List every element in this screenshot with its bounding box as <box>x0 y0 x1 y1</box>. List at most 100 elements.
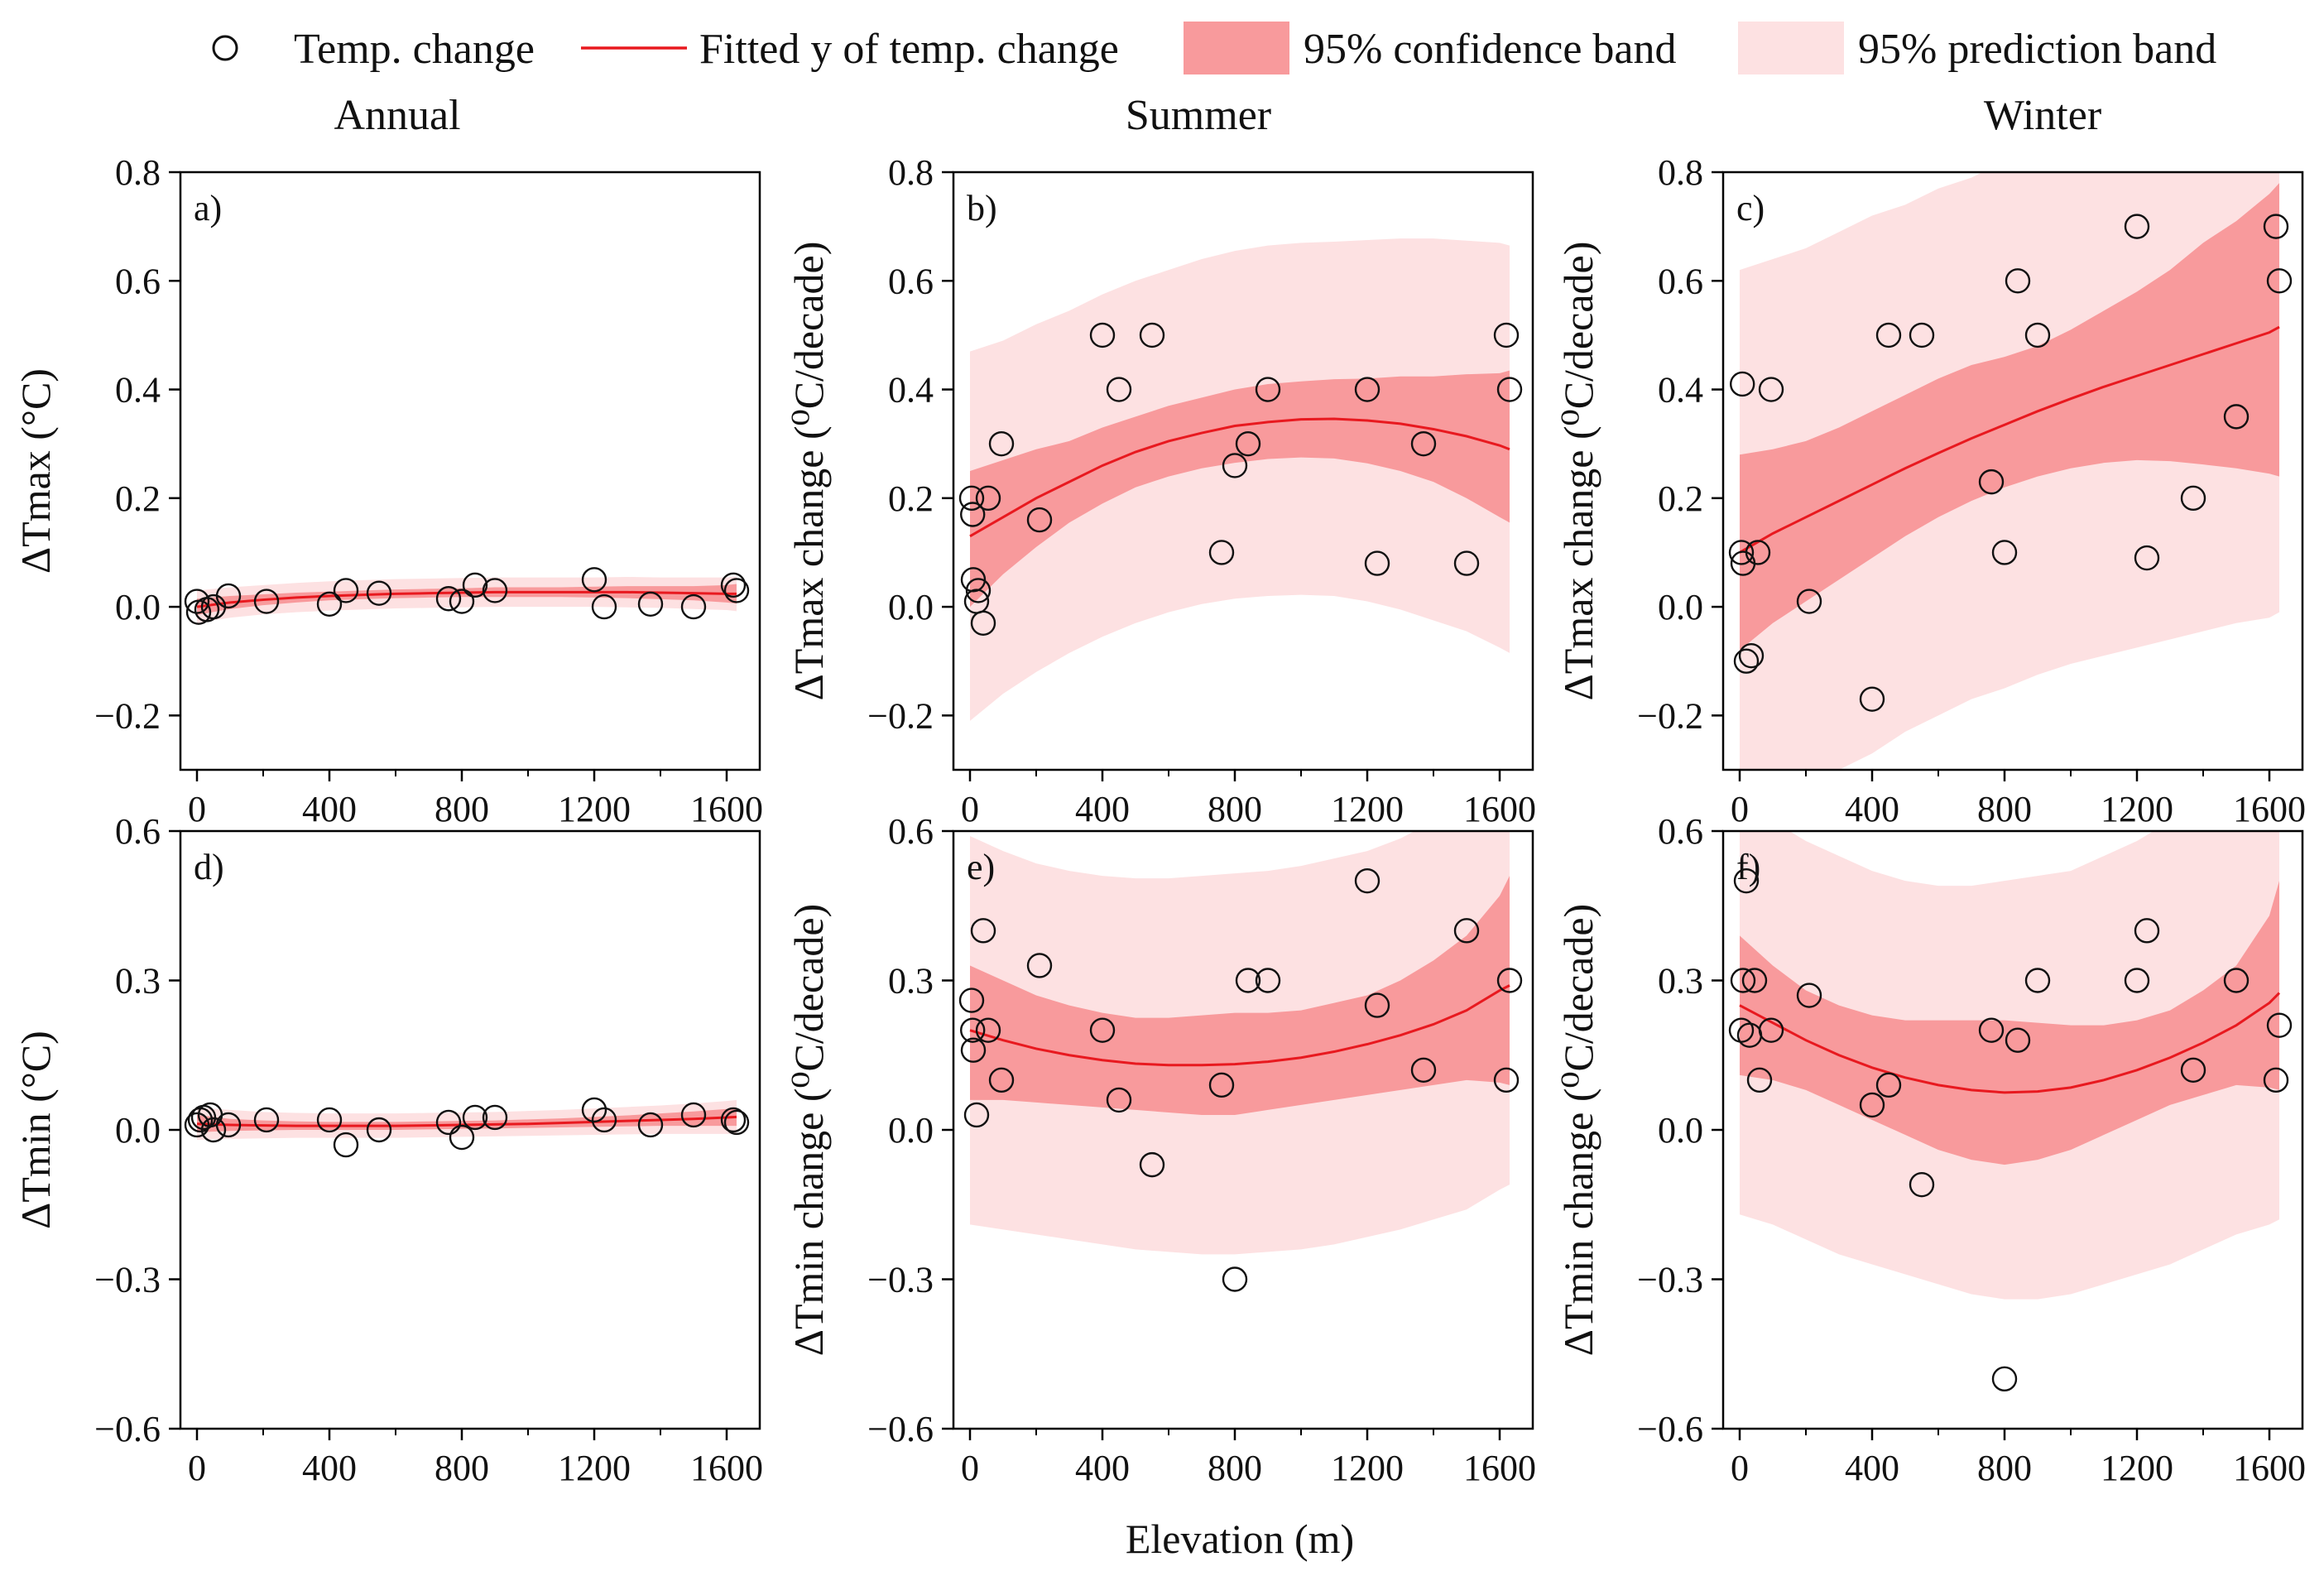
panel-a-x-tick-label-1: 400 <box>302 789 357 829</box>
panel-c-point-16 <box>2134 545 2160 571</box>
panel-f-fit-line <box>1739 992 2281 1094</box>
panel-c-point-9 <box>1875 322 1902 348</box>
panel-d-y-axis-title: ΔTmin (°C) <box>12 1031 59 1229</box>
panel-f-point-1 <box>1730 968 1756 993</box>
panel-a-fit-line <box>196 590 737 608</box>
panel-e-point-14 <box>1255 968 1281 993</box>
panel-d-point-7 <box>316 1107 343 1133</box>
panel-c-label: c) <box>1736 188 1765 228</box>
panel-d-y-tick-label-4: 0.6 <box>115 811 161 852</box>
panel-b: 0 400 800 1200 1600 −0.2 0.0 0.2 0.4 0.6 0.8 b) ΔTma… <box>785 152 1536 829</box>
panel-a-point-6 <box>316 591 343 618</box>
panel-b-y-tick-label-4: 0.6 <box>888 261 934 301</box>
panel-b-point-12 <box>1208 540 1235 565</box>
panel-d-point-15 <box>591 1107 617 1133</box>
panel-a-x-tick-label-4: 1600 <box>690 789 763 829</box>
panel-e-point-1 <box>959 1017 986 1043</box>
column-title-summer: Summer <box>1126 92 1271 139</box>
panel-d-point-14 <box>581 1097 607 1123</box>
panel-b-x-tick-label-2: 800 <box>1208 789 1262 829</box>
panel-d-y-tick-label-3: 0.3 <box>115 961 161 1002</box>
panel-e-y-tick-label-4: 0.6 <box>888 811 934 852</box>
panel-e-point-8 <box>1089 1017 1116 1043</box>
panel-e-point-12 <box>1222 1266 1248 1292</box>
panel-f-point-5 <box>1746 1067 1773 1093</box>
panel-f-y-axis-title: ΔTmin change (⁰C/decade) <box>1555 904 1601 1356</box>
panel-f-y-tick-label-4: 0.6 <box>1658 811 1703 852</box>
panel-a-point-0 <box>184 589 210 614</box>
panel-a-point-5 <box>253 589 280 614</box>
panel-c-point-18 <box>2223 404 2250 430</box>
legend-marker-points <box>212 35 238 61</box>
panel-b-y-tick-label-1: 0.0 <box>888 587 934 627</box>
panel-e-point-13 <box>1235 968 1261 993</box>
panel-b-y-tick-label-2: 0.2 <box>888 478 934 519</box>
panel-b-y-axis-title: ΔTmax change (⁰C/decade) <box>785 242 832 701</box>
panel-c-point-20 <box>2266 268 2293 294</box>
panel-f-point-14 <box>2024 968 2051 993</box>
panel-f-x-tick-label-2: 800 <box>1977 1448 2032 1488</box>
panel-c-x-tick-label-2: 800 <box>1977 789 2032 829</box>
panel-b-x-tick-label-0: 0 <box>961 789 979 829</box>
panel-d-point-11 <box>449 1124 475 1151</box>
panel-c-plot-area <box>1728 172 2293 770</box>
panel-d-y-tick-label-2: 0.0 <box>115 1110 161 1151</box>
panel-e-point-4 <box>970 918 996 944</box>
panel-a-x-tick-label-0: 0 <box>188 789 206 829</box>
panel-c-y-tick-label-4: 0.6 <box>1658 261 1703 301</box>
legend-label-line: Fitted y of temp. change <box>699 26 1119 73</box>
panel-c-y-tick-label-3: 0.4 <box>1658 370 1703 411</box>
panel-c-x-tick-label-4: 1600 <box>2233 789 2306 829</box>
panel-a-point-11 <box>462 572 488 598</box>
panel-e-confidence-band <box>970 876 1510 1115</box>
panel-e-y-tick-label-0: −0.6 <box>867 1409 934 1449</box>
panel-e-label: e) <box>967 847 995 887</box>
panel-b-frame <box>952 171 1534 771</box>
panel-b-y-tick-label-0: −0.2 <box>867 695 934 736</box>
panel-b-y-tick-label-3: 0.4 <box>888 370 934 411</box>
panel-a: 0 400 800 1200 1600 −0.2 0.0 0.2 0.4 0.6 0.8 a) ΔTma… <box>12 152 763 829</box>
panel-b-point-4 <box>965 578 992 603</box>
panel-b-point-15 <box>1255 377 1281 402</box>
panel-f-point-10 <box>1909 1171 1935 1198</box>
panel-f-point-6 <box>1758 1017 1784 1043</box>
panel-d-point-16 <box>637 1112 664 1138</box>
panel-f-y-tick-label-2: 0.0 <box>1658 1110 1703 1151</box>
panel-c-y-tick-label-0: −0.2 <box>1637 695 1703 736</box>
panel-b-point-9 <box>1089 322 1116 348</box>
panel-e-x-tick-label-4: 1600 <box>1463 1448 1536 1488</box>
panel-a-y-tick-label-2: 0.2 <box>115 478 161 519</box>
panel-a-point-10 <box>449 589 475 614</box>
panel-b-plot-area <box>958 238 1523 721</box>
panel-b-confidence-band <box>970 370 1510 608</box>
panel-a-point-14 <box>591 593 617 620</box>
panel-a-plot-area <box>184 567 750 625</box>
panel-b-x-tick-label-1: 400 <box>1075 789 1130 829</box>
panel-b-point-8 <box>1026 507 1053 533</box>
panel-d-point-8 <box>333 1132 359 1158</box>
panel-c-point-4 <box>1738 642 1765 669</box>
panel-e-x-tick-label-1: 400 <box>1075 1448 1130 1488</box>
panel-a-y-tick-label-1: 0.0 <box>115 587 161 627</box>
panel-d-label: d) <box>194 847 224 887</box>
panel-d: 0 400 800 1200 1600 −0.6 −0.3 0.0 0.3 0.6 d) ΔTmin … <box>12 811 763 1488</box>
panel-a-y-tick-label-3: 0.4 <box>115 370 161 411</box>
panel-c-fit-line <box>1739 325 2280 554</box>
panel-d-x-tick-label-3: 1200 <box>558 1448 631 1488</box>
panel-d-point-5 <box>215 1112 242 1138</box>
panel-b-point-19 <box>1453 550 1480 576</box>
panel-e-point-19 <box>1493 1067 1520 1093</box>
panel-f: 0 400 800 1200 1600 −0.6 −0.3 0.0 0.3 0.6 f) ΔTmin … <box>1555 811 2306 1488</box>
panel-b-point-7 <box>988 430 1015 457</box>
panel-b-point-11 <box>1139 322 1165 348</box>
panel-d-x-tick-label-2: 800 <box>435 1448 489 1488</box>
panel-f-plot-area <box>1728 831 2293 1392</box>
panel-b-x-tick-label-3: 1200 <box>1331 789 1404 829</box>
panel-f-point-15 <box>2124 968 2150 993</box>
panel-e-point-17 <box>1410 1057 1437 1084</box>
panel-c-point-11 <box>1978 469 2005 495</box>
panel-c-point-7 <box>1796 589 1822 614</box>
panel-d-point-12 <box>462 1104 488 1131</box>
panel-a-x-tick-label-3: 1200 <box>558 789 631 829</box>
panel-f-x-tick-label-0: 0 <box>1731 1448 1749 1488</box>
